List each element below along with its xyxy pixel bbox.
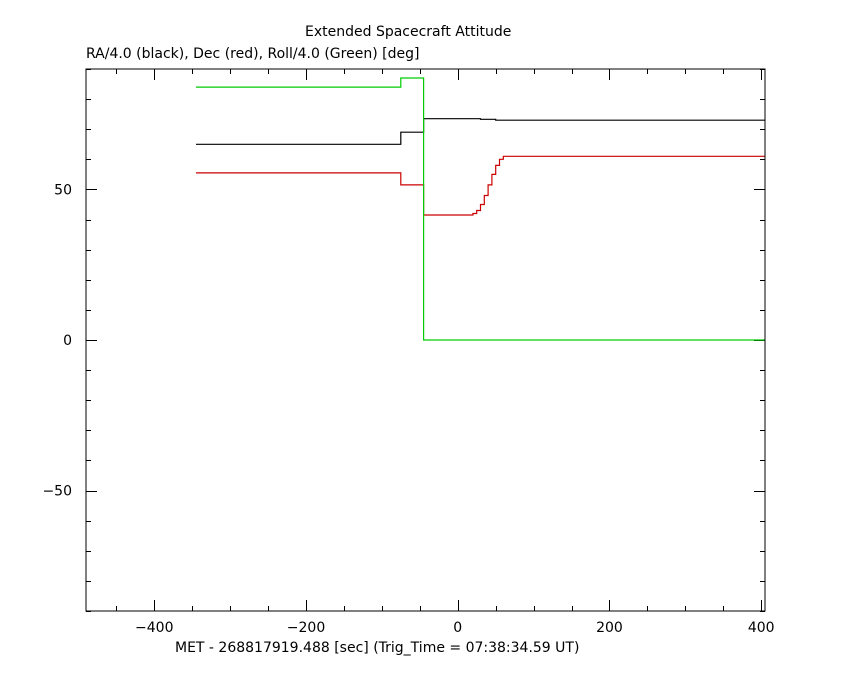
tick-labels: −400 −200 0 200 400 −50 0 50 <box>42 182 774 636</box>
plot-frame <box>85 68 766 612</box>
x-tick-label: −400 <box>135 620 173 636</box>
chart-title: Extended Spacecraft Attitude <box>305 24 512 40</box>
series-line-2 <box>196 155 765 216</box>
series-line-3 <box>196 77 765 341</box>
chart-subtitle: RA/4.0 (black), Dec (red), Roll/4.0 (Gre… <box>86 46 420 62</box>
x-axis-label: MET - 268817919.488 [sec] (Trig_Time = 0… <box>175 640 580 656</box>
x-tick-label: −200 <box>287 620 325 636</box>
y-tick-label: −50 <box>42 484 72 500</box>
series-group <box>196 77 765 341</box>
x-tick-label: 0 <box>453 620 462 636</box>
x-tick-label: 200 <box>596 620 623 636</box>
y-tick-label: 0 <box>63 333 72 349</box>
x-tick-label: 400 <box>748 620 775 636</box>
series-line-1 <box>196 118 765 145</box>
y-tick-label: 50 <box>54 182 72 198</box>
